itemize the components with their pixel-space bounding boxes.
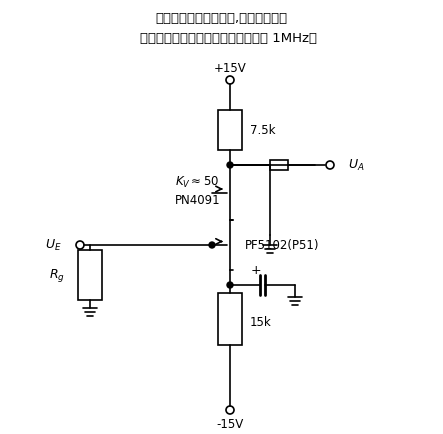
Text: +15V: +15V [214, 62, 246, 75]
Text: $U_E$: $U_E$ [45, 237, 62, 253]
Text: $K_V\approx50$: $K_V\approx50$ [175, 175, 219, 190]
Circle shape [227, 162, 233, 168]
Text: $R_g$: $R_g$ [49, 266, 65, 283]
Bar [78, 250, 102, 300]
Text: PF5102(P51): PF5102(P51) [245, 239, 319, 251]
Bar [218, 293, 242, 345]
Text: 15k: 15k [250, 316, 272, 329]
Circle shape [227, 282, 233, 288]
Text: PN4091: PN4091 [175, 194, 221, 207]
Text: $U_A$: $U_A$ [348, 158, 365, 173]
Text: 电路采用结型场效应管,因而具有小输: 电路采用结型场效应管,因而具有小输 [155, 11, 287, 24]
Text: +: + [251, 263, 261, 276]
Text: 入电容和很宽的频带，其工作带宽为 1MHz。: 入电容和很宽的频带，其工作带宽为 1MHz。 [140, 32, 317, 45]
Bar [270, 160, 288, 170]
Text: 7.5k: 7.5k [250, 124, 276, 137]
Text: -15V: -15V [216, 418, 244, 431]
Circle shape [209, 242, 215, 248]
Bar [218, 110, 242, 150]
